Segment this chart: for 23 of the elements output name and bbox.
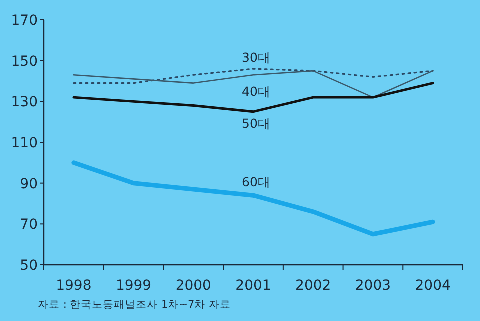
x-tick-label: 1998 <box>56 278 92 294</box>
line-series <box>72 160 436 237</box>
x-tick-label: 1999 <box>116 278 152 294</box>
x-tick-label: 2003 <box>355 278 392 294</box>
y-tick-label: 170 <box>11 13 38 29</box>
y-tick-label: 110 <box>11 136 38 152</box>
series-label: 30대 <box>242 50 271 65</box>
series-label: 60대 <box>242 174 271 190</box>
line-series <box>73 70 434 98</box>
series-label: 50대 <box>242 116 271 131</box>
x-tick-label: 2001 <box>236 278 272 294</box>
x-tick-label: 2002 <box>296 278 332 294</box>
y-tick-label: 70 <box>20 217 38 234</box>
x-tick-label: 2004 <box>415 278 451 294</box>
line-series <box>72 82 434 114</box>
y-tick-label: 150 <box>11 54 38 70</box>
line-series <box>73 68 434 84</box>
text: 자료 : 한국노동패널조사 1차~7차 자료 <box>38 299 232 311</box>
y-tick-label: 130 <box>11 94 38 111</box>
y-tick-label: 90 <box>20 176 38 192</box>
series-label: 40대 <box>242 84 271 100</box>
x-tick-label: 2000 <box>176 278 212 294</box>
y-tick-label: 50 <box>20 258 38 274</box>
